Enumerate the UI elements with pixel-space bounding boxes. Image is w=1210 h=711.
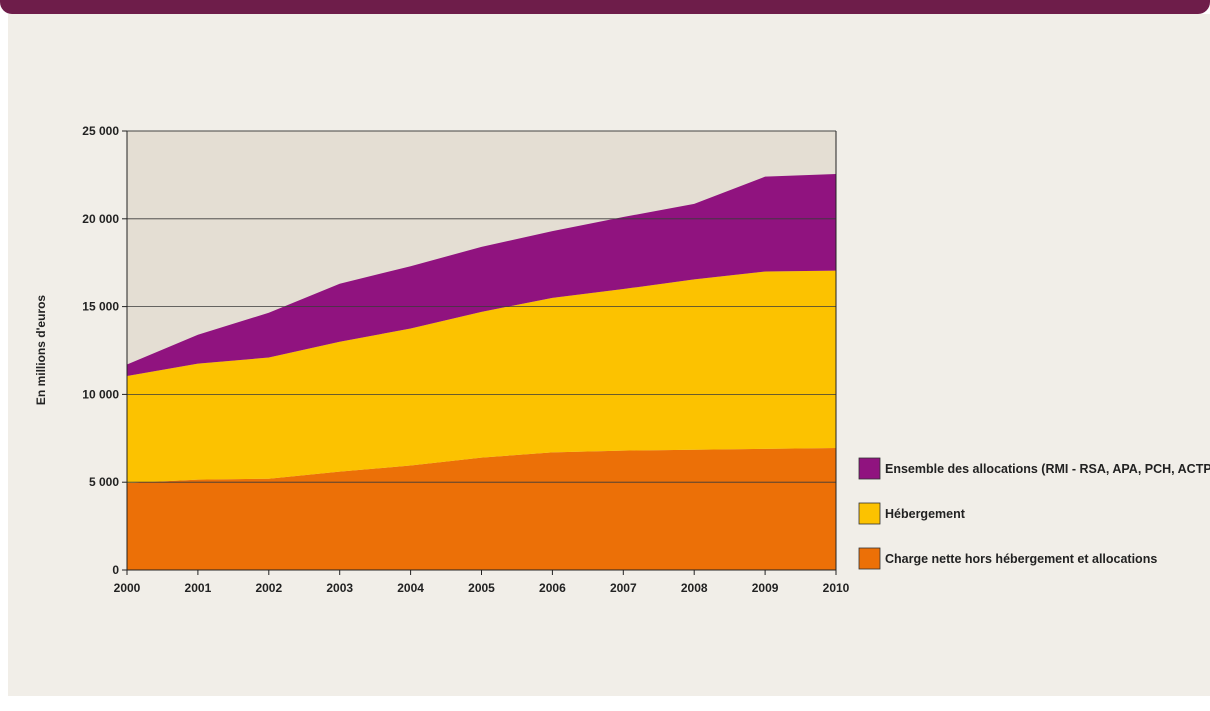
x-tick-labels: 2000 2001 2002 2003 2004 2005 2006 2007 2008 2009… bbox=[114, 570, 850, 595]
x-tick-label: 2007 bbox=[610, 581, 637, 595]
legend-swatch bbox=[859, 548, 880, 569]
x-tick-label: 2002 bbox=[255, 581, 282, 595]
x-tick-label: 2003 bbox=[326, 581, 353, 595]
legend: Ensemble des allocations (RMI - RSA, APA… bbox=[859, 458, 1210, 569]
x-tick-label: 2001 bbox=[185, 581, 212, 595]
y-tick-label: 0 bbox=[112, 563, 119, 577]
y-tick-label: 25 000 bbox=[82, 124, 119, 138]
y-tick-labels: 0 5 000 10 000 15 000 20 000 25 000 bbox=[82, 124, 119, 577]
y-tick-label: 20 000 bbox=[82, 212, 119, 226]
legend-label: Ensemble des allocations (RMI - RSA, APA… bbox=[885, 462, 1210, 476]
x-tick-label: 2005 bbox=[468, 581, 495, 595]
legend-label: Hébergement bbox=[885, 507, 966, 521]
legend-label: Charge nette hors hébergement et allocat… bbox=[885, 552, 1157, 566]
x-tick-label: 2000 bbox=[114, 581, 141, 595]
x-tick-label: 2008 bbox=[681, 581, 708, 595]
y-tick-label: 10 000 bbox=[82, 387, 119, 401]
y-axis-label: En millions d'euros bbox=[34, 295, 48, 406]
x-tick-label: 2010 bbox=[823, 581, 850, 595]
y-tick-label: 15 000 bbox=[82, 300, 119, 314]
y-tick-label: 5 000 bbox=[89, 475, 119, 489]
x-tick-label: 2009 bbox=[752, 581, 779, 595]
x-tick-label: 2004 bbox=[397, 581, 424, 595]
legend-swatch bbox=[859, 503, 880, 524]
x-tick-label: 2006 bbox=[539, 581, 566, 595]
legend-swatch bbox=[859, 458, 880, 479]
